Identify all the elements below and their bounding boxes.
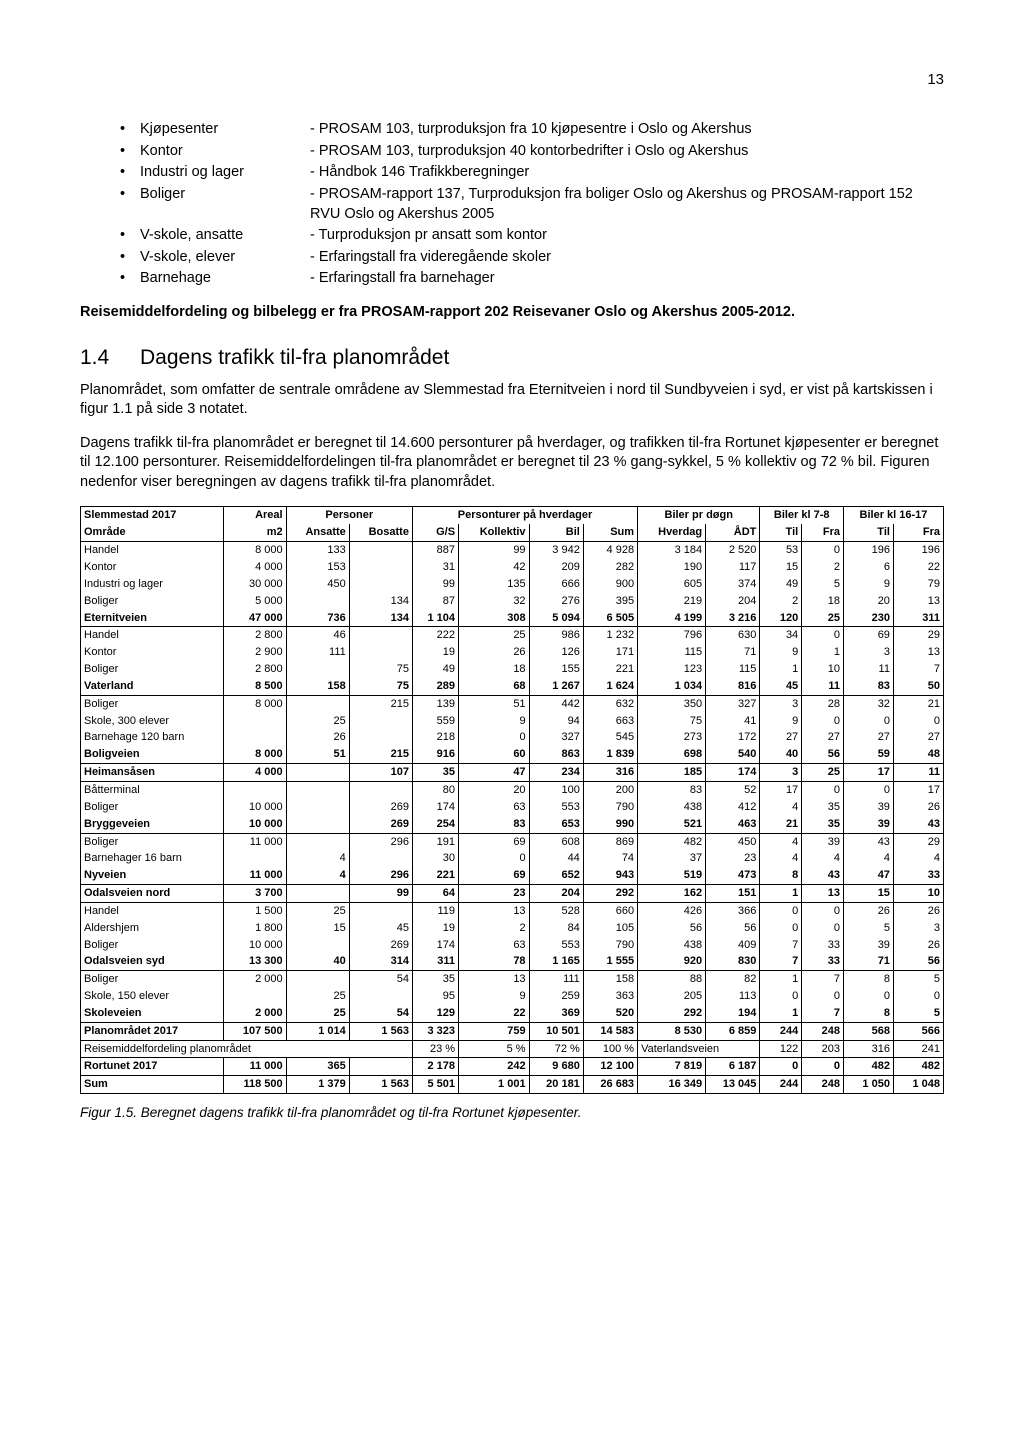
bullet-item: •V-skole, ansatte- Turproduksjon pr ansa…	[120, 226, 944, 246]
table-row: Båtterminal80201002008352170017	[81, 781, 944, 798]
bullet-item: •Kjøpesenter- PROSAM 103, turproduksjon …	[120, 120, 944, 140]
traffic-table: Slemmestad 2017ArealPersonerPersonturer …	[80, 506, 944, 1094]
table-row: Boliger10 000269174635537904384097333926	[81, 937, 944, 954]
table-row: Barnehage 120 barn2621803275452731722727…	[81, 729, 944, 746]
table-row: Skole, 150 elever259592593632051130000	[81, 988, 944, 1005]
para-reisemiddel: Reisemiddelfordeling og bilbelegg er fra…	[80, 303, 944, 323]
table-row: Eternitveien47 0007361341 1043085 0946 5…	[81, 610, 944, 627]
para-1: Planområdet, som omfatter de sentrale om…	[80, 381, 944, 420]
section-heading: 1.4Dagens trafikk til-fra planområdet	[80, 344, 944, 372]
table-header-1: Slemmestad 2017ArealPersonerPersonturer …	[81, 507, 944, 524]
table-row: Aldershjem1 80015451928410556560053	[81, 920, 944, 937]
table-row: Boliger8 000215139514426323503273283221	[81, 695, 944, 712]
table-row: Boliger2 800754918155221123115110117	[81, 661, 944, 678]
table-header-2: Områdem2AnsatteBosatteG/SKollektivBilSum…	[81, 524, 944, 541]
table-row: Handel2 80046222259861 2327966303406929	[81, 627, 944, 644]
table-row: Boliger10 000269174635537904384124353926	[81, 799, 944, 816]
bullet-item: •Industri og lager- Håndbok 146 Trafikkb…	[120, 163, 944, 183]
bullet-list: •Kjøpesenter- PROSAM 103, turproduksjon …	[80, 120, 944, 289]
table-row: Heimansåsen4 000107354723431618517432517…	[81, 764, 944, 782]
table-row: Vaterland8 50015875289681 2671 6241 0348…	[81, 678, 944, 695]
table-row: Boliger5 00013487322763952192042182013	[81, 593, 944, 610]
bullet-item: •Boliger- PROSAM-rapport 137, Turproduks…	[120, 185, 944, 224]
table-row: Kontor4 0001533142209282190117152622	[81, 559, 944, 576]
table-row: Skole, 300 elever2555999466375419000	[81, 713, 944, 730]
table-row: Planområdet 2017107 5001 0141 5633 32375…	[81, 1022, 944, 1040]
bullet-item: •Barnehage- Erfaringstall fra barnehager	[120, 269, 944, 289]
table-row: Odalsveien nord3 70099642320429216215111…	[81, 885, 944, 903]
table-row: Skoleveien2 0002554129223695202921941785	[81, 1005, 944, 1022]
table-row: Handel8 000133887993 9424 9283 1842 5205…	[81, 542, 944, 559]
table-row: Odalsveien syd13 30040314311781 1651 555…	[81, 953, 944, 970]
table-row: Handel1 5002511913528660426366002626	[81, 902, 944, 919]
bullet-item: •V-skole, elever- Erfaringstall fra vide…	[120, 248, 944, 268]
table-row: Rortunet 201711 0003652 1782429 68012 10…	[81, 1058, 944, 1076]
table-row: Boligveien8 00051215916608631 8396985404…	[81, 746, 944, 763]
table-row: Sum118 5001 3791 5635 5011 00120 18126 6…	[81, 1076, 944, 1094]
table-row: Reisemiddelfordeling planområdet23 %5 %7…	[81, 1040, 944, 1058]
para-2: Dagens trafikk til-fra planområdet er be…	[80, 434, 944, 493]
table-row: Kontor2 90011119261261711157191313	[81, 644, 944, 661]
table-row: Boliger11 000296191696088694824504394329	[81, 833, 944, 850]
bullet-item: •Kontor- PROSAM 103, turproduksjon 40 ko…	[120, 142, 944, 162]
table-row: Bryggeveien10 00026925483653990521463213…	[81, 816, 944, 833]
page-number: 13	[80, 70, 944, 90]
table-row: Barnehager 16 barn4300447437234444	[81, 850, 944, 867]
table-row: Nyveien11 000429622169652943519473843473…	[81, 867, 944, 884]
figure-caption: Figur 1.5. Beregnet dagens trafikk til-f…	[80, 1104, 944, 1122]
table-row: Industri og lager30 00045099135666900605…	[81, 576, 944, 593]
table-row: Boliger2 00054351311115888821785	[81, 971, 944, 988]
